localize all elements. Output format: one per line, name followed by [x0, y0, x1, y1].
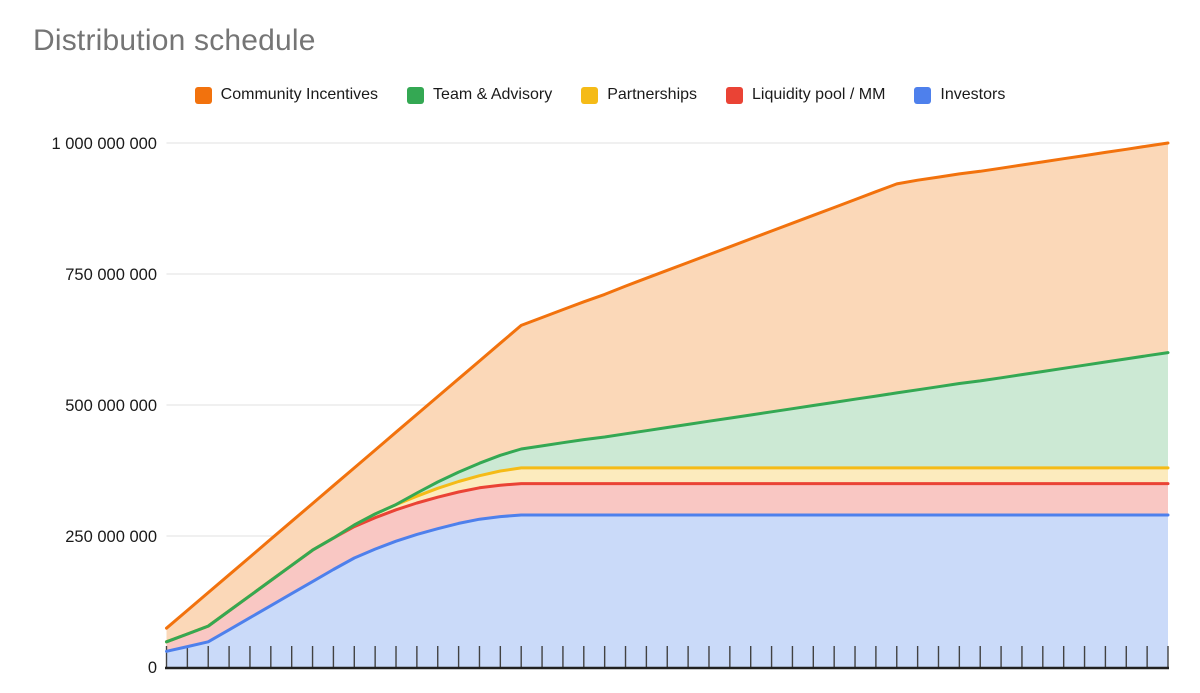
legend-item-team-advisory: Team & Advisory: [407, 86, 552, 104]
y-axis-label: 500 000 000: [65, 397, 157, 415]
legend-color-swatch: [581, 86, 599, 104]
y-axis-label: 1 000 000 000: [51, 135, 157, 153]
legend-item-liquidity-pool-mm: Liquidity pool / MM: [726, 86, 885, 104]
legend-label: Investors: [940, 86, 1006, 103]
legend-color-swatch: [407, 86, 425, 104]
legend-label: Liquidity pool / MM: [752, 86, 886, 103]
legend-color-swatch: [914, 86, 932, 104]
series-line-community-incentives: [165, 141, 1170, 630]
series-area-investors: [166, 515, 1168, 667]
chart-legend: Community Incentives Team & Advisory Partn…: [0, 86, 1200, 104]
chart-title: Distribution schedule: [33, 24, 316, 57]
legend-label: Community Incentives: [220, 86, 379, 103]
legend-label: Team & Advisory: [433, 86, 553, 103]
legend-item-partnerships: Partnerships: [581, 86, 697, 104]
legend-color-swatch: [726, 86, 744, 104]
legend-color-swatch: [194, 86, 212, 104]
y-axis-label: 750 000 000: [65, 266, 157, 284]
series-line-team-advisory: [165, 351, 1170, 644]
y-axis-label: 250 000 000: [65, 528, 157, 546]
legend-item-community-incentives: Community Incentives: [194, 86, 379, 104]
legend-label: Partnerships: [607, 86, 698, 103]
y-axis-label: 0: [148, 659, 157, 677]
series-line-investors: [165, 513, 1170, 653]
legend-item-investors: Investors: [914, 86, 1005, 104]
